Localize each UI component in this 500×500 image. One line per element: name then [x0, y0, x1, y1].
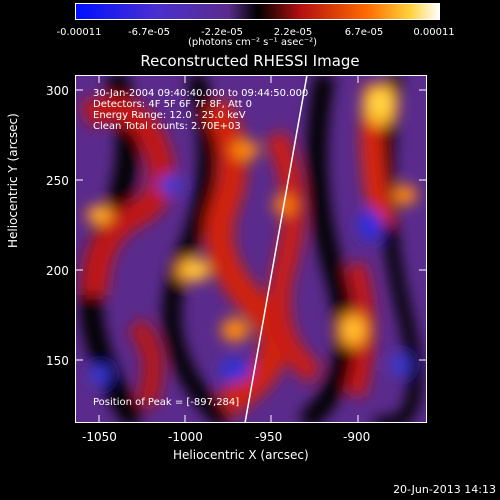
axis-ticks — [75, 75, 427, 423]
info-energy: Energy Range: 12.0 - 25.0 keV — [93, 110, 246, 121]
image-title: Reconstructed RHESSI Image — [140, 52, 360, 70]
colorbar — [75, 3, 440, 20]
x-tick-label: -950 — [255, 430, 283, 444]
info-detectors: Detectors: 4F 5F 6F 7F 8F, Att 0 — [93, 99, 253, 110]
y-tick-label: 250 — [46, 174, 69, 188]
y-tick-label: 150 — [46, 354, 69, 368]
y-tick-label: 300 — [46, 84, 69, 98]
timestamp: 20-Jun-2013 14:13 — [393, 483, 496, 496]
rhessi-image — [75, 75, 427, 423]
y-axis-title: Heliocentric Y (arcsec) — [6, 113, 20, 248]
y-tick-label: 200 — [46, 264, 69, 278]
x-axis-title: Heliocentric X (arcsec) — [173, 448, 309, 462]
colorbar-tick-label: -6.7e-05 — [128, 27, 170, 38]
info-time: 30-Jan-2004 09:40:40.000 to 09:44:50.000 — [93, 88, 309, 99]
colorbar-unit: (photons cm⁻² s⁻¹ asec⁻²) — [188, 37, 318, 48]
colorbar-tick-label: 6.7e-05 — [344, 27, 384, 38]
colorbar-tick-label: 0.00011 — [413, 27, 455, 38]
colorbar-tick-label: 2.2e-05 — [273, 27, 313, 38]
x-tick-label: -1050 — [82, 430, 117, 444]
info-clean: Clean Total counts: 2.70E+03 — [93, 121, 241, 132]
x-tick-label: -1000 — [168, 430, 203, 444]
solar-limb-line — [244, 75, 308, 423]
colorbar-tick-label: -2.2e-05 — [201, 27, 243, 38]
x-tick-label: -900 — [343, 430, 371, 444]
info-peak: Position of Peak = [-897,284] — [93, 397, 240, 408]
colorbar-tick-label: -0.00011 — [56, 27, 102, 38]
